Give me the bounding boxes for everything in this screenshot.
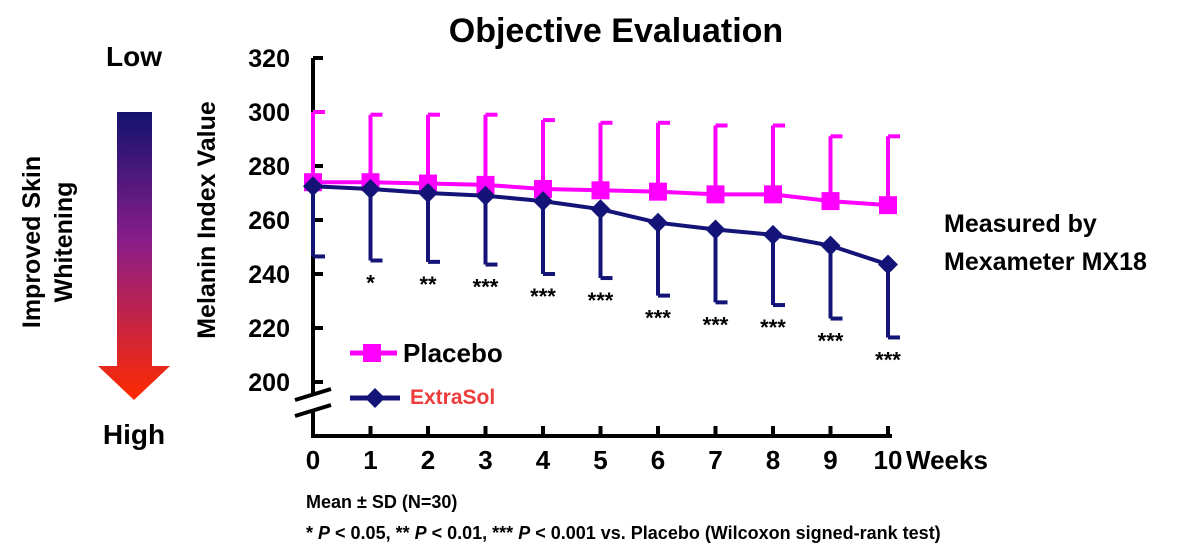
scale-top-label: Low (106, 41, 162, 72)
y-tick-label-300: 300 (248, 99, 290, 127)
significance-6: *** (645, 306, 671, 331)
point-placebo-6 (649, 182, 667, 201)
scale-bottom-label: High (103, 419, 165, 450)
x-tick-label-9: 9 (823, 445, 837, 475)
footnote-line2: * P < 0.05, ** P < 0.01, *** P < 0.001 v… (306, 523, 941, 543)
point-placebo-3 (476, 175, 495, 194)
x-axis-label: Weeks (906, 445, 988, 475)
point-extrasol-2 (418, 183, 438, 203)
footnote-part-1: P (318, 523, 331, 543)
axes (294, 58, 892, 438)
x-tick-label-6: 6 (651, 445, 665, 475)
footnote-part-5: P (518, 523, 531, 543)
measurement-note-line1: Measured by (944, 210, 1097, 238)
point-placebo-8 (764, 185, 782, 204)
footnote-part-2: < 0.05, ** (330, 523, 415, 543)
y-ticks: 200 220 240 260 280 300 320 (248, 45, 323, 397)
x-tick-label-1: 1 (363, 445, 377, 475)
significance-5: *** (588, 288, 614, 313)
significance-2: ** (419, 272, 437, 297)
scale-indicator: Low High Improved Skin Whitening (18, 41, 170, 450)
point-extrasol-4 (533, 191, 553, 212)
point-extrasol-10 (878, 254, 898, 275)
point-extrasol-9 (820, 235, 841, 256)
legend-placebo-label: Placebo (403, 338, 503, 368)
x-tick-label-7: 7 (708, 445, 722, 475)
point-placebo-9 (821, 192, 840, 211)
significance-10: *** (875, 347, 901, 372)
y-tick-label-220: 220 (248, 315, 290, 343)
gradient-arrow (98, 112, 170, 400)
series-placebo (304, 110, 900, 215)
y-tick-label-320: 320 (248, 45, 290, 73)
point-extrasol-5 (590, 199, 611, 220)
x-tick-label-5: 5 (593, 445, 607, 475)
significance-8: *** (760, 315, 786, 340)
point-placebo-4 (534, 179, 552, 198)
point-extrasol-6 (648, 212, 668, 233)
point-placebo-10 (879, 196, 897, 215)
footnote-line1: Mean ± SD (N=30) (306, 492, 457, 512)
scale-caption-line1: Improved Skin (18, 156, 46, 328)
legend-placebo-marker (363, 344, 381, 362)
series-extrasol (303, 176, 900, 340)
y-tick-label-200: 200 (248, 369, 290, 397)
significance-4: *** (530, 284, 556, 309)
measurement-note-line2: Mexameter MX18 (944, 248, 1147, 276)
x-tick-label-0: 0 (306, 445, 320, 475)
point-placebo-7 (706, 185, 725, 204)
y-tick-label-240: 240 (248, 261, 290, 289)
x-tick-label-8: 8 (766, 445, 780, 475)
point-placebo-5 (591, 181, 610, 200)
point-extrasol-7 (705, 219, 726, 240)
x-ticks: 0 1 2 3 4 5 6 7 8 9 10 (306, 426, 903, 475)
significance-9: *** (818, 329, 844, 354)
chart-title: Objective Evaluation (449, 12, 783, 50)
legend: Placebo ExtraSol (350, 338, 503, 409)
axis-break-mark-2 (294, 403, 332, 418)
x-tick-label-10: 10 (874, 445, 903, 475)
x-tick-label-3: 3 (478, 445, 492, 475)
point-extrasol-8 (763, 224, 783, 245)
x-tick-label-2: 2 (421, 445, 435, 475)
point-extrasol-0 (303, 176, 323, 197)
axis-break-mark-1 (294, 387, 332, 402)
significance-1: * (366, 271, 375, 296)
footnote-part-3: P (415, 523, 428, 543)
legend-extrasol-marker (365, 388, 385, 408)
significance-markers: * ** *** *** ****** *** ********* (366, 271, 901, 373)
significance-7: *** (703, 312, 729, 337)
y-tick-label-260: 260 (248, 207, 290, 235)
footnote-part-0: * (306, 523, 318, 543)
point-extrasol-3 (475, 185, 496, 206)
x-tick-label-4: 4 (536, 445, 551, 475)
point-extrasol-1 (360, 178, 381, 199)
series-layer (303, 110, 900, 340)
y-tick-label-280: 280 (248, 153, 290, 181)
y-axis-label: Melanin Index Value (193, 101, 221, 339)
footnote-part-4: < 0.01, *** (427, 523, 519, 543)
footnote-part-6: < 0.001 vs. Placebo (Wilcoxon signed-ran… (530, 523, 940, 543)
scale-caption-line2: Whitening (50, 182, 78, 303)
legend-extrasol-label: ExtraSol (410, 386, 495, 409)
significance-3: *** (473, 275, 499, 300)
